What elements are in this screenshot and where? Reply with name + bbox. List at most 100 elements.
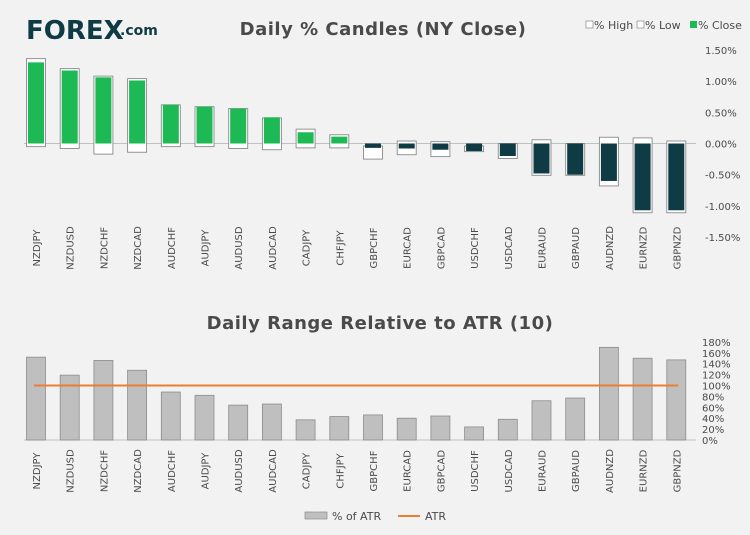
atr-bar-audcad — [261, 403, 282, 441]
atr-category-label-euraud: EURAUD — [538, 450, 549, 492]
atr-category-label-eurnzd: EURNZD — [639, 449, 650, 492]
atr-bar-usdcad — [497, 418, 518, 441]
y-tick-label: 0.50% — [705, 108, 737, 119]
atr-category-label-nzdchf: NZDCHF — [99, 450, 110, 493]
atr-bar-nzdcad — [127, 369, 147, 441]
category-label-nzdusd: NZDUSD — [66, 226, 77, 270]
category-label-eurnzd: EURNZD — [639, 226, 650, 269]
category-label-audusd: AUDUSD — [234, 226, 245, 270]
candles-plot: NZDJPY NZDUSD NZDCHF NZDCAD AUDCHF AUDJPY AUDU… — [24, 46, 740, 270]
close-bar-audcad — [263, 117, 280, 144]
category-label-gbpnzd: GBPNZD — [672, 226, 683, 269]
category-label-audcad: AUDCAD — [268, 226, 279, 270]
close-bar-usdcad — [499, 143, 516, 156]
atr-bar-nzdchf — [93, 360, 114, 441]
candle-usdcad — [497, 143, 518, 159]
atr-y-tick-label: 140% — [702, 360, 731, 371]
atr-y-tick-label: 40% — [702, 414, 724, 425]
category-label-gbpchf: GBPCHF — [369, 227, 380, 268]
candle-audjpy — [194, 106, 215, 148]
legend-atr-label: ATR — [425, 510, 446, 523]
atr-plot: NZDJPY NZDUSD NZDCHF NZDCAD AUDCHF AUDJPY AUDU… — [24, 338, 731, 493]
atr-bar-cadjpy — [295, 419, 316, 441]
legend-close-label: % Close — [698, 19, 742, 32]
candle-gbpaud — [565, 143, 586, 176]
close-bar-nzdcad — [129, 80, 146, 144]
category-label-audjpy: AUDJPY — [201, 229, 212, 267]
close-bar-nzdjpy — [28, 62, 44, 144]
logo-text: FOREX — [26, 16, 124, 46]
atr-category-label-nzdusd: NZDUSD — [66, 449, 77, 493]
atr-bar-eurnzd — [632, 357, 653, 441]
atr-bar-gbpnzd — [666, 359, 687, 441]
atr-bar-chfjpy — [329, 416, 350, 441]
candle-gbpnzd — [666, 140, 687, 214]
candle-chfjpy — [329, 134, 350, 149]
close-bar-usdchf — [466, 143, 483, 151]
category-label-audchf: AUDCHF — [167, 227, 178, 269]
close-bar-cadjpy — [297, 132, 314, 144]
atr-bar-gbpchf — [363, 414, 383, 441]
atr-category-label-gbpcad: GBPCAD — [436, 450, 447, 492]
atr-y-tick-label: 0% — [702, 436, 718, 447]
atr-legend: % of ATR ATR — [304, 510, 446, 523]
atr-y-tick-label: 80% — [702, 392, 724, 403]
atr-y-tick-label: 20% — [702, 425, 724, 436]
atr-y-tick-label: 100% — [702, 382, 731, 393]
atr-category-label-usdcad: USDCAD — [504, 449, 515, 492]
category-label-usdchf: USDCHF — [470, 227, 481, 269]
atr-y-tick-label: 180% — [702, 338, 731, 349]
atr-category-label-gbpchf: GBPCHF — [369, 450, 380, 491]
close-bar-gbpaud — [567, 143, 584, 175]
category-label-euraud: EURAUD — [538, 227, 549, 269]
candle-euraud — [531, 139, 552, 176]
atr-category-label-audnzd: AUDNZD — [605, 449, 616, 493]
candle-gbpchf — [363, 143, 383, 160]
y-tick-label: -1.00% — [705, 202, 740, 213]
atr-category-label-usdchf: USDCHF — [470, 450, 481, 492]
legend-low-label: % Low — [645, 19, 681, 32]
category-label-chfjpy: CHFJPY — [335, 230, 346, 266]
atr-chart-title: Daily Range Relative to ATR (10) — [207, 313, 554, 334]
candle-audcad — [261, 117, 282, 151]
atr-category-label-audchf: AUDCHF — [167, 450, 178, 492]
category-label-usdcad: USDCAD — [504, 226, 515, 269]
atr-bar-audjpy — [194, 394, 215, 441]
category-label-nzdchf: NZDCHF — [99, 227, 110, 270]
close-bar-nzdusd — [61, 70, 78, 144]
candle-nzdusd — [59, 68, 80, 149]
atr-bar-eurcad — [396, 417, 417, 441]
candle-nzdjpy — [26, 58, 46, 148]
candle-nzdchf — [93, 75, 114, 155]
category-label-eurcad: EURCAD — [403, 227, 414, 269]
atr-category-label-audusd: AUDUSD — [234, 449, 245, 493]
atr-category-label-chfjpy: CHFJPY — [335, 453, 346, 489]
close-bar-gbpchf — [365, 143, 381, 148]
candle-nzdcad — [127, 78, 148, 153]
logo-suffix: .com — [120, 23, 158, 39]
category-label-nzdjpy: NZDJPY — [32, 229, 43, 267]
candle-cadjpy — [295, 128, 316, 149]
close-bar-nzdchf — [95, 77, 112, 144]
legend-pct-atr-swatch — [304, 511, 328, 520]
close-bar-audusd — [230, 108, 247, 144]
atr-category-label-gbpaud: GBPAUD — [571, 450, 582, 492]
atr-bar-audchf — [160, 391, 181, 441]
legend-high-label: % High — [594, 19, 633, 32]
atr-bar-usdchf — [464, 426, 485, 441]
close-bar-audnzd — [600, 143, 617, 181]
category-label-nzdcad: NZDCAD — [133, 226, 144, 270]
category-label-gbpaud: GBPAUD — [571, 227, 582, 269]
candle-eurcad — [396, 140, 417, 156]
forex-logo[interactable]: FOREX .com — [26, 16, 158, 46]
close-bar-gbpnzd — [668, 143, 685, 211]
atr-category-label-nzdcad: NZDCAD — [133, 449, 144, 493]
atr-bar-gbpaud — [565, 397, 586, 441]
atr-bar-nzdusd — [59, 374, 80, 441]
atr-y-tick-label: 60% — [702, 403, 724, 414]
atr-bar-audusd — [228, 404, 249, 441]
atr-y-tick-label: 160% — [702, 349, 731, 360]
atr-bar-audnzd — [599, 346, 619, 441]
close-bar-eurcad — [398, 143, 415, 149]
legend-low-swatch — [636, 20, 645, 29]
